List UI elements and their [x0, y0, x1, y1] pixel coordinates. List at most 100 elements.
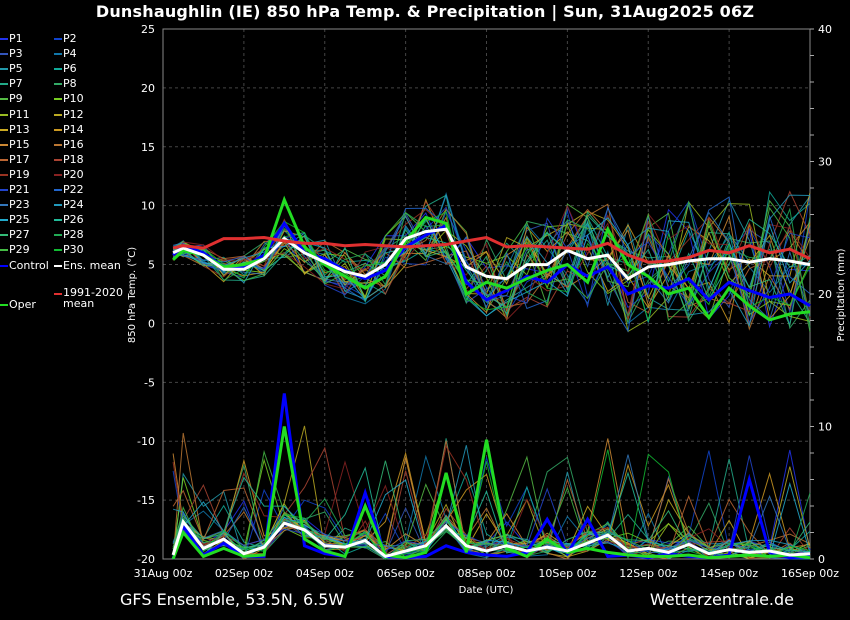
- legend-label: P12: [63, 107, 84, 121]
- legend-swatch: [54, 204, 62, 207]
- legend-label: P17: [9, 152, 30, 166]
- legend-swatch: [0, 304, 8, 306]
- y-axis-label: 850 hPa Temp. (°C): [127, 247, 138, 343]
- legend-swatch: [54, 98, 62, 101]
- legend-label: P22: [63, 183, 84, 196]
- y-tick-label: -20: [137, 553, 155, 566]
- legend-swatch: [0, 189, 8, 191]
- axes: 25 20 15 10 5 0 -5 -10 -15 -20 40 30 20 10 0 31Aug 00z 0…: [134, 23, 840, 580]
- legend-label: P21: [9, 183, 30, 196]
- legend-swatch: [0, 265, 8, 267]
- y2-tick-label: 40: [818, 23, 832, 36]
- legend-label: P6: [63, 62, 77, 76]
- member-temp-line: [172, 207, 811, 321]
- legend-swatch: [54, 158, 62, 161]
- legend-label: P23: [9, 198, 30, 212]
- legend-swatch: [0, 113, 8, 116]
- main-series: [171, 195, 811, 560]
- legend-swatch: [54, 219, 62, 222]
- legend-swatch: [0, 219, 8, 222]
- legend-swatch: [54, 38, 62, 40]
- legend-swatch: [54, 265, 62, 267]
- legend-label: P18: [63, 152, 84, 166]
- legend-label: P29: [9, 243, 30, 257]
- legend-label: P7: [9, 77, 23, 91]
- x-tick-label: 31Aug 00z: [134, 567, 193, 580]
- legend-label: P26: [63, 213, 84, 227]
- legend-swatch: [54, 128, 62, 131]
- legend-label: P16: [63, 137, 84, 151]
- x-tick-label: 08Sep 00z: [458, 567, 516, 580]
- y-tick-label: 0: [148, 317, 155, 330]
- legend-label: P4: [63, 47, 77, 61]
- y2-axis-label: Precipitation (mm): [836, 248, 847, 341]
- member-precip-line: [172, 454, 811, 560]
- x-tick-label: 10Sep 00z: [538, 567, 596, 580]
- x-tick-label: 12Sep 00z: [619, 567, 677, 580]
- legend-label: P1: [9, 32, 23, 45]
- legend-swatch: [54, 173, 62, 176]
- x-tick-label: 14Sep 00z: [700, 567, 758, 580]
- x-tick-label: 04Sep 00z: [296, 567, 354, 580]
- legend-label: P24: [63, 198, 84, 212]
- legend-swatch: [0, 249, 8, 252]
- legend-swatch: [0, 68, 8, 71]
- chart-title: Dunshaughlin (IE) 850 hPa Temp. & Precip…: [95, 2, 755, 21]
- legend-swatch: [0, 128, 8, 131]
- y-tick-label: 25: [141, 23, 155, 36]
- y2-tick-label: 30: [818, 156, 832, 169]
- legend-label: Oper: [9, 298, 36, 311]
- legend-swatch: [0, 38, 8, 40]
- x-tick-label: 06Sep 00z: [377, 567, 435, 580]
- 1991-2020-mean-temp-line: [172, 235, 811, 264]
- y-tick-label: -15: [137, 494, 155, 507]
- ens-mean-temp-line: [172, 227, 811, 281]
- legend-swatch: [54, 68, 62, 71]
- member-temp-line: [172, 218, 811, 309]
- legend-swatch: [0, 204, 8, 207]
- legend-swatch: [0, 173, 8, 176]
- legend-label: P13: [9, 122, 30, 136]
- x-tick-label: 02Sep 00z: [215, 567, 273, 580]
- legend-label: P15: [9, 137, 30, 151]
- legend-swatch: [0, 98, 8, 101]
- legend-label: Ens. mean: [63, 259, 121, 272]
- ens-mean-precip-line: [171, 518, 811, 559]
- legend-label: P8: [63, 77, 77, 91]
- legend-label: P25: [9, 213, 30, 227]
- legend-swatch: [54, 53, 62, 56]
- legend-label: P20: [63, 167, 84, 181]
- member-temp-line: [172, 194, 811, 324]
- legend-swatch: [0, 158, 8, 161]
- oper-precip-line: [171, 426, 811, 560]
- legend-label: P10: [63, 92, 84, 106]
- footer-site: Wetterzentrale.de: [649, 590, 794, 609]
- legend-label: P27: [9, 228, 30, 242]
- legend-label: P30: [63, 243, 84, 257]
- y-tick-label: -10: [137, 435, 155, 448]
- legend-swatch: [0, 143, 8, 146]
- y-tick-label: -5: [144, 376, 155, 389]
- legend-label: P11: [9, 107, 30, 121]
- legend-swatch: [54, 189, 62, 191]
- legend-swatch: [54, 83, 62, 86]
- legend-swatch: [0, 53, 8, 56]
- legend-label: 1991-2020 mean: [63, 286, 123, 310]
- legend-label: P9: [9, 92, 23, 106]
- legend-swatch: [54, 113, 62, 116]
- legend-swatch: [54, 293, 62, 295]
- member-precip-line: [172, 449, 811, 559]
- legend-label: P19: [9, 167, 30, 181]
- control-temp-line: [172, 220, 811, 308]
- legend-label: P28: [63, 228, 84, 242]
- legend-label: P3: [9, 47, 23, 61]
- y2-tick-label: 20: [818, 288, 832, 301]
- legend-label: P5: [9, 62, 23, 76]
- legend-label: P14: [63, 122, 84, 136]
- legend-swatch: [0, 83, 8, 86]
- y2-tick-label: 0: [818, 553, 825, 566]
- x-axis-label: Date (UTC): [459, 585, 514, 596]
- y-tick-label: 20: [141, 82, 155, 95]
- y2-tick-label: 10: [818, 421, 832, 434]
